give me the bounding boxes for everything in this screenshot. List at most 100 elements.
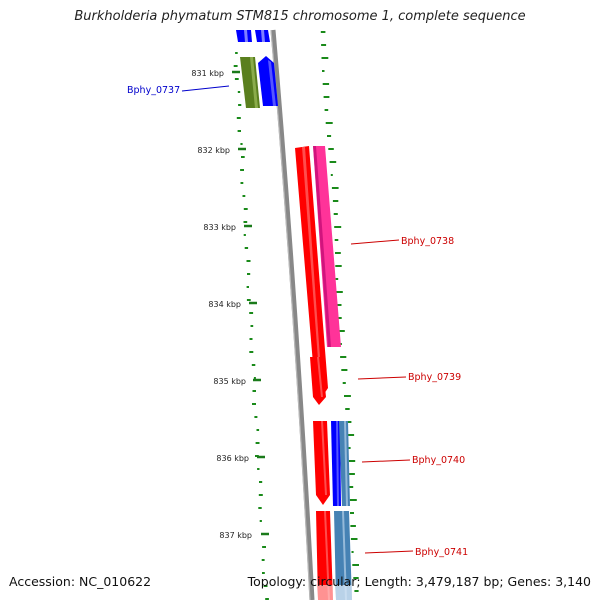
skew-dot (337, 317, 342, 319)
cds-olive[interactable] (240, 57, 260, 108)
label-leader (181, 85, 230, 92)
gc-dot (244, 247, 249, 249)
gc-dot (252, 403, 256, 405)
skew-dot (325, 122, 333, 124)
cds-blue-0740[interactable] (331, 421, 341, 506)
skew-dot (328, 148, 334, 150)
skew-dot (346, 421, 352, 423)
skew-dot (341, 369, 348, 371)
skew-dot (353, 577, 359, 579)
skew-dot (336, 304, 342, 306)
cds-blue-top-2[interactable] (255, 30, 270, 42)
gc-dot (253, 377, 256, 379)
skew-dot (320, 31, 326, 33)
skew-dot (352, 564, 359, 566)
tick-label: 833 kbp (203, 223, 236, 232)
skew-dot (322, 83, 330, 85)
label-leader (364, 550, 414, 554)
skew-dot (323, 96, 330, 98)
cds-steel-0741[interactable] (334, 511, 352, 600)
tick-label: 837 kbp (219, 531, 252, 540)
tick-label: 831 kbp (191, 69, 224, 78)
skew-dot (335, 265, 342, 267)
gc-dot (263, 585, 268, 587)
skew-dot (337, 330, 345, 332)
cds-blue-top[interactable] (236, 30, 252, 42)
cds-blue-0737[interactable] (258, 56, 278, 106)
gc-dot (240, 182, 244, 184)
cds-pink-0738[interactable] (313, 146, 341, 347)
gc-dot (233, 65, 238, 67)
label-leader (350, 239, 400, 245)
cds-red-0739[interactable] (310, 357, 326, 405)
gc-dot (247, 273, 251, 275)
map-title: Burkholderia phymatum STM815 chromosome … (74, 9, 526, 24)
skew-dot (349, 499, 357, 501)
skew-dot (348, 460, 356, 462)
gc-dot (259, 481, 263, 483)
gc-dot (242, 195, 246, 197)
tick-label: 836 kbp (216, 454, 249, 463)
gc-dot (261, 559, 265, 561)
gc-dot (237, 130, 241, 132)
gene-label-bphy-0740[interactable]: Bphy_0740 (412, 455, 465, 466)
cds-red-0741[interactable] (316, 511, 333, 600)
gc-dot (265, 598, 269, 600)
skew-dot (321, 44, 327, 46)
accession-text: Accession: NC_010622 (9, 574, 152, 589)
gc-dot (240, 169, 244, 171)
gc-dot (258, 507, 262, 509)
skew-dot (349, 473, 355, 475)
skew-dot (349, 486, 354, 488)
gc-dot (252, 390, 256, 392)
skew-dot (335, 278, 339, 280)
gc-dot (255, 442, 260, 444)
gc-dot (237, 91, 241, 93)
gc-dot (254, 416, 258, 418)
gc-dot (249, 351, 254, 353)
gene-label-bphy-0741[interactable]: Bphy_0741 (415, 547, 468, 558)
skew-dot (331, 187, 339, 189)
cds-red-0738[interactable] (295, 146, 328, 397)
skew-dot (322, 70, 325, 72)
gc-dot (250, 325, 254, 327)
gc-dot (249, 338, 253, 340)
label-leader (357, 376, 407, 380)
gc-dot (243, 221, 248, 223)
gc-dot (256, 429, 260, 431)
gc-dot (235, 52, 238, 54)
gc-content-track (233, 52, 269, 600)
gene-label-bphy-0738[interactable]: Bphy_0738 (401, 236, 454, 247)
gc-dot (243, 234, 246, 236)
gene-label-bphy-0739[interactable]: Bphy_0739 (408, 372, 461, 383)
gene-label-bphy-0737[interactable]: Bphy_0737 (127, 85, 180, 96)
label-leader (361, 459, 411, 463)
gc-dot (246, 260, 251, 262)
tick-label: 834 kbp (208, 300, 241, 309)
skew-dot (350, 512, 354, 514)
skew-dot (351, 551, 354, 553)
skew-dot (348, 447, 351, 449)
skew-dot (333, 213, 338, 215)
chromosome-backbone-shade (270, 29, 311, 600)
gc-dot (251, 364, 256, 366)
scale-ticks: 831 kbp 832 kbp 833 kbp 834 kbp 835 kbp … (191, 69, 269, 540)
skew-dot (344, 395, 351, 397)
gc-dot (234, 78, 239, 80)
gc-dot (249, 312, 254, 314)
tick-label: 835 kbp (213, 377, 246, 386)
gc-dot (246, 286, 249, 288)
skew-dot (354, 590, 359, 592)
genome-summary-text: Topology: circular; Length: 3,479,187 bp… (247, 574, 591, 589)
gc-dot (255, 455, 259, 457)
skew-dot (329, 161, 337, 163)
skew-dot (321, 57, 329, 59)
gc-dot (236, 117, 241, 119)
skew-dot (332, 200, 339, 202)
cds-red-0740[interactable] (313, 421, 330, 505)
gc-dot (243, 208, 248, 210)
gc-dot (262, 572, 265, 574)
gc-dot (258, 494, 263, 496)
cds-steel-0740[interactable] (339, 421, 350, 506)
